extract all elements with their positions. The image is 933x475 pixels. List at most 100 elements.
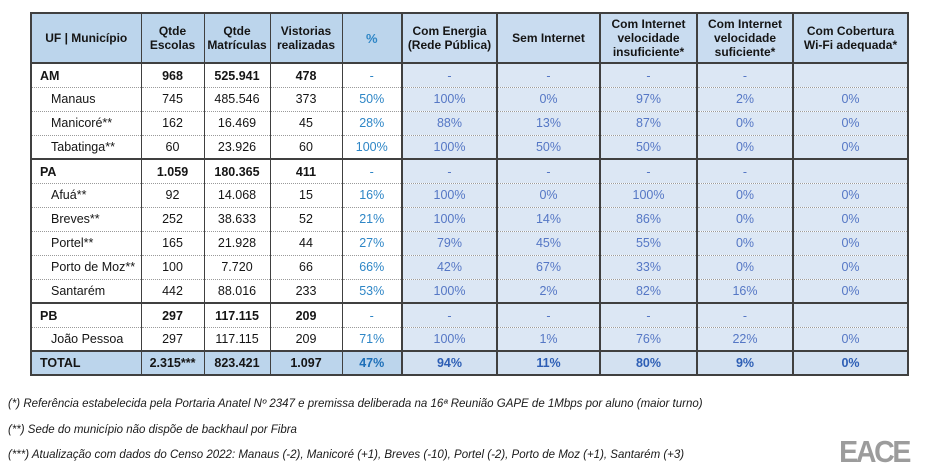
- cell-uf: Manicoré**: [31, 110, 141, 136]
- cell-matriculas: 21.928: [203, 230, 270, 256]
- footnotes: (*) Referência estabelecida pela Portari…: [8, 398, 868, 475]
- table-row-breves: Breves** 252 38.633 52 21% 100% 14% 86% …: [31, 206, 908, 232]
- cell-vistorias: 15: [269, 182, 342, 208]
- cell-escolas: 745: [140, 86, 204, 112]
- cell-energia: 42%: [401, 254, 497, 280]
- cell-uf: Santarém: [31, 278, 141, 304]
- cell-vistorias: 411: [269, 158, 342, 184]
- cell-vistorias: 233: [269, 278, 342, 304]
- cell-wifi: 0%: [792, 206, 908, 232]
- col-header-vistorias: Vistorias realizadas: [269, 13, 342, 64]
- cell-wifi: 0%: [792, 326, 908, 352]
- cell-percent: 47%: [341, 350, 402, 376]
- cell-sem-internet: -: [496, 302, 600, 328]
- cell-wifi: 0%: [792, 134, 908, 160]
- cell-sem-internet: 1%: [496, 326, 600, 352]
- cell-matriculas: 7.720: [203, 254, 270, 280]
- cell-uf: AM: [31, 62, 141, 88]
- cell-matriculas: 525.941: [203, 62, 270, 88]
- cell-suficiente: 0%: [696, 230, 793, 256]
- cell-vistorias: 1.097: [269, 350, 342, 376]
- table-row-afua: Afuá** 92 14.068 15 16% 100% 0% 100% 0% …: [31, 182, 908, 208]
- cell-energia: 100%: [401, 278, 497, 304]
- cell-vistorias: 373: [269, 86, 342, 112]
- cell-wifi: 0%: [792, 182, 908, 208]
- cell-matriculas: 23.926: [203, 134, 270, 160]
- cell-insuficiente: 86%: [599, 206, 697, 232]
- cell-percent: -: [341, 302, 402, 328]
- cell-energia: 79%: [401, 230, 497, 256]
- cell-percent: 53%: [341, 278, 402, 304]
- cell-uf: Breves**: [31, 206, 141, 232]
- cell-wifi: [792, 62, 908, 88]
- cell-uf: TOTAL: [31, 350, 141, 376]
- cell-sem-internet: 2%: [496, 278, 600, 304]
- cell-escolas: 2.315***: [140, 350, 204, 376]
- cell-sem-internet: 67%: [496, 254, 600, 280]
- cell-energia: 100%: [401, 182, 497, 208]
- cell-vistorias: 60: [269, 134, 342, 160]
- cell-energia: 94%: [401, 350, 497, 376]
- cell-matriculas: 16.469: [203, 110, 270, 136]
- cell-suficiente: 0%: [696, 134, 793, 160]
- cell-escolas: 162: [140, 110, 204, 136]
- cell-sem-internet: -: [496, 62, 600, 88]
- cell-percent: 16%: [341, 182, 402, 208]
- cell-suficiente: -: [696, 302, 793, 328]
- cell-suficiente: -: [696, 62, 793, 88]
- table-row-manaus: Manaus 745 485.546 373 50% 100% 0% 97% 2…: [31, 86, 908, 112]
- cell-uf: Manaus: [31, 86, 141, 112]
- table-row-pa: PA 1.059 180.365 411 - - - - -: [31, 158, 908, 184]
- cell-insuficiente: 82%: [599, 278, 697, 304]
- cell-sem-internet: 50%: [496, 134, 600, 160]
- cell-wifi: [792, 158, 908, 184]
- col-header-wifi-adequada: Com Cobertura Wi-Fi adequada*: [792, 13, 908, 64]
- cell-percent: 100%: [341, 134, 402, 160]
- cell-insuficiente: 50%: [599, 134, 697, 160]
- cell-matriculas: 485.546: [203, 86, 270, 112]
- cell-uf: Tabatinga**: [31, 134, 141, 160]
- cell-wifi: [792, 302, 908, 328]
- cell-suficiente: 9%: [696, 350, 793, 376]
- cell-matriculas: 823.421: [203, 350, 270, 376]
- cell-sem-internet: -: [496, 158, 600, 184]
- footnote-backhaul-fibra: (**) Sede do município não dispõe de bac…: [8, 423, 297, 436]
- cell-vistorias: 209: [269, 326, 342, 352]
- cell-sem-internet: 0%: [496, 86, 600, 112]
- cell-insuficiente: 97%: [599, 86, 697, 112]
- table-row-tabatinga: Tabatinga** 60 23.926 60 100% 100% 50% 5…: [31, 134, 908, 160]
- cell-escolas: 92: [140, 182, 204, 208]
- cell-escolas: 968: [140, 62, 204, 88]
- cell-matriculas: 117.115: [203, 326, 270, 352]
- cell-uf: Afuá**: [31, 182, 141, 208]
- cell-suficiente: 0%: [696, 182, 793, 208]
- cell-matriculas: 117.115: [203, 302, 270, 328]
- cell-suficiente: 0%: [696, 206, 793, 232]
- cell-matriculas: 38.633: [203, 206, 270, 232]
- col-header-com-energia: Com Energia (Rede Pública): [401, 13, 497, 64]
- cell-vistorias: 45: [269, 110, 342, 136]
- cell-escolas: 165: [140, 230, 204, 256]
- cell-percent: 66%: [341, 254, 402, 280]
- cell-wifi: 0%: [792, 230, 908, 256]
- cell-uf: PB: [31, 302, 141, 328]
- cell-percent: 27%: [341, 230, 402, 256]
- cell-insuficiente: -: [599, 62, 697, 88]
- footnote-censo-2022: (***) Atualização com dados do Censo 202…: [8, 449, 685, 462]
- cell-energia: 88%: [401, 110, 497, 136]
- cell-vistorias: 66: [269, 254, 342, 280]
- cell-suficiente: 0%: [696, 110, 793, 136]
- cell-percent: 50%: [341, 86, 402, 112]
- col-header-internet-suficiente: Com Internet velocidade suficiente*: [696, 13, 793, 64]
- table-row-manicore: Manicoré** 162 16.469 45 28% 88% 13% 87%…: [31, 110, 908, 136]
- table-row-portel: Portel** 165 21.928 44 27% 79% 45% 55% 0…: [31, 230, 908, 256]
- cell-wifi: 0%: [792, 254, 908, 280]
- table-row-santarem: Santarém 442 88.016 233 53% 100% 2% 82% …: [31, 278, 908, 304]
- cell-escolas: 252: [140, 206, 204, 232]
- col-header-internet-insuficiente: Com Internet velocidade insuficiente*: [599, 13, 697, 64]
- cell-insuficiente: 55%: [599, 230, 697, 256]
- cell-insuficiente: 33%: [599, 254, 697, 280]
- cell-escolas: 297: [140, 326, 204, 352]
- col-header-qtde-escolas: Qtde Escolas: [140, 13, 204, 64]
- header-row: UF | Município Qtde Escolas Qtde Matrícu…: [31, 13, 908, 64]
